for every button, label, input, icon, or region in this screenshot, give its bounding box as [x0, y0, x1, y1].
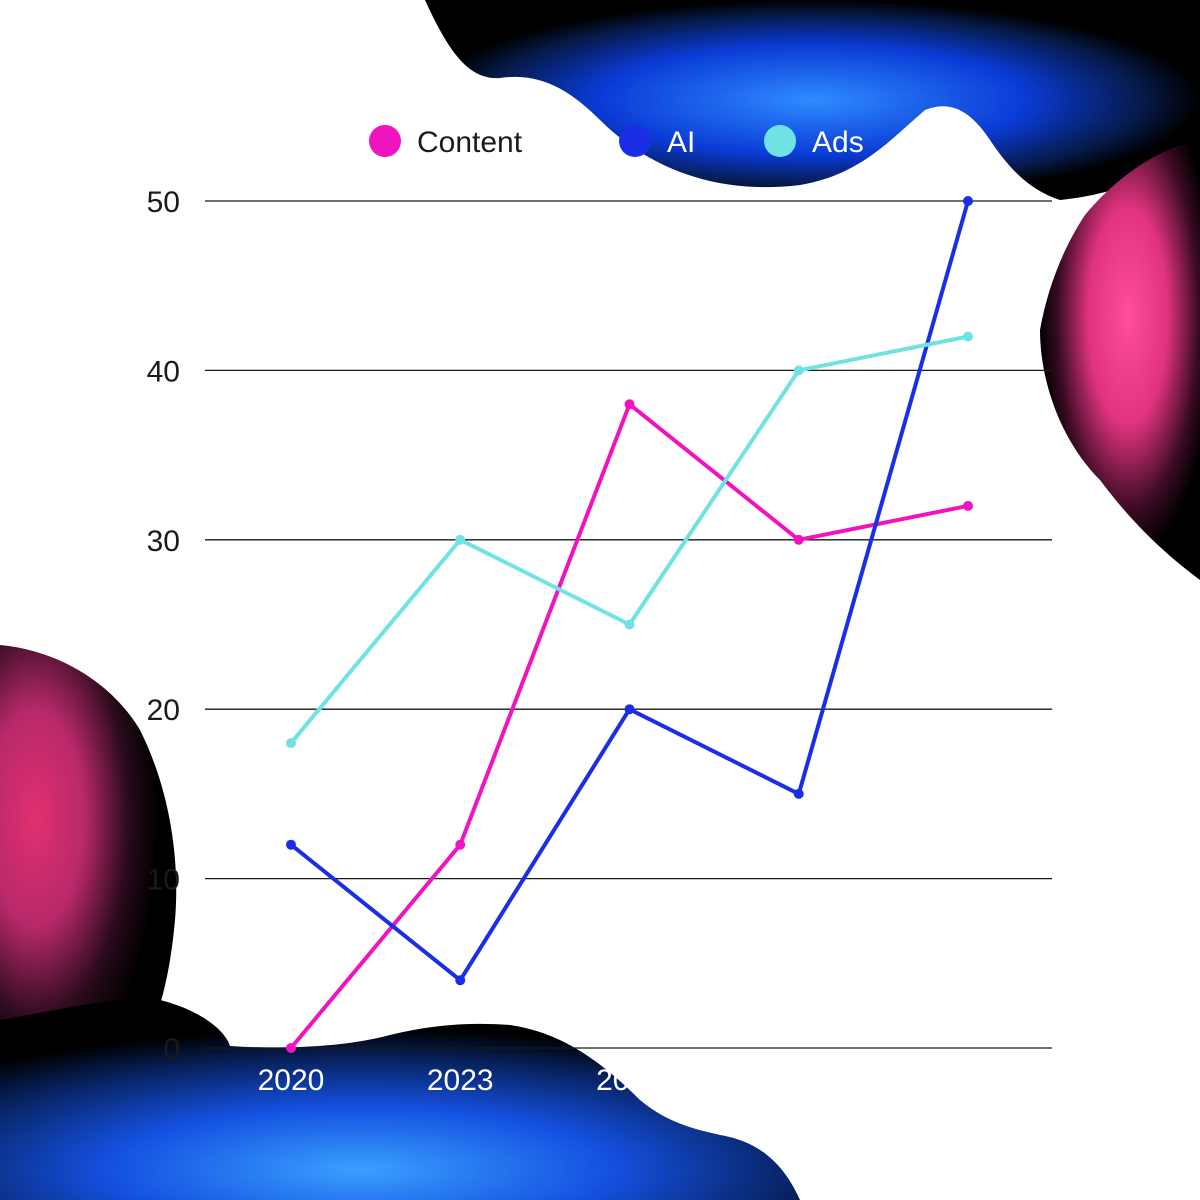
data-point [286, 1043, 296, 1053]
y-tick-label: 40 [147, 355, 180, 388]
legend-marker [369, 125, 401, 157]
data-point [286, 839, 296, 850]
legend-marker [764, 125, 796, 157]
x-tick-label: 2030 [935, 1064, 1002, 1097]
series-line-ai [289, 199, 970, 983]
legend-label: Ads [812, 126, 864, 159]
legend-label: Content [417, 126, 523, 159]
right-pink-blob [1040, 140, 1200, 580]
data-point [963, 500, 973, 511]
y-axis: 0 10 20 30 40 50 [147, 186, 180, 1066]
x-axis: 2020 2023 2025 2028 2030 [258, 1064, 1002, 1097]
data-point [286, 738, 296, 749]
legend-marker [619, 125, 651, 157]
legend: Content AI Ads [369, 125, 864, 159]
legend-label: AI [667, 126, 695, 159]
left-pink-blob [0, 645, 177, 1030]
y-tick-label: 50 [147, 186, 180, 219]
x-tick-label: 2020 [258, 1064, 325, 1097]
data-point [793, 788, 804, 799]
data-point [455, 839, 466, 850]
data-point [963, 331, 973, 342]
series-lines [286, 196, 973, 1053]
x-tick-label: 2028 [765, 1064, 832, 1097]
data-point [963, 196, 973, 206]
data-point [455, 534, 466, 545]
y-tick-label: 0 [163, 1033, 180, 1066]
top-blue-blob [425, 0, 1200, 200]
data-point [793, 365, 804, 376]
series-line-content [289, 402, 970, 1050]
y-tick-label: 10 [147, 864, 180, 897]
data-point [624, 619, 635, 630]
data-point [624, 399, 635, 410]
data-point [624, 704, 635, 715]
x-tick-label: 2025 [596, 1064, 663, 1097]
y-tick-label: 30 [147, 525, 180, 558]
x-tick-label: 2023 [427, 1064, 494, 1097]
y-tick-label: 20 [147, 694, 180, 727]
bottom-blue-blob [0, 999, 800, 1200]
data-point [793, 534, 804, 545]
data-point [455, 975, 466, 986]
